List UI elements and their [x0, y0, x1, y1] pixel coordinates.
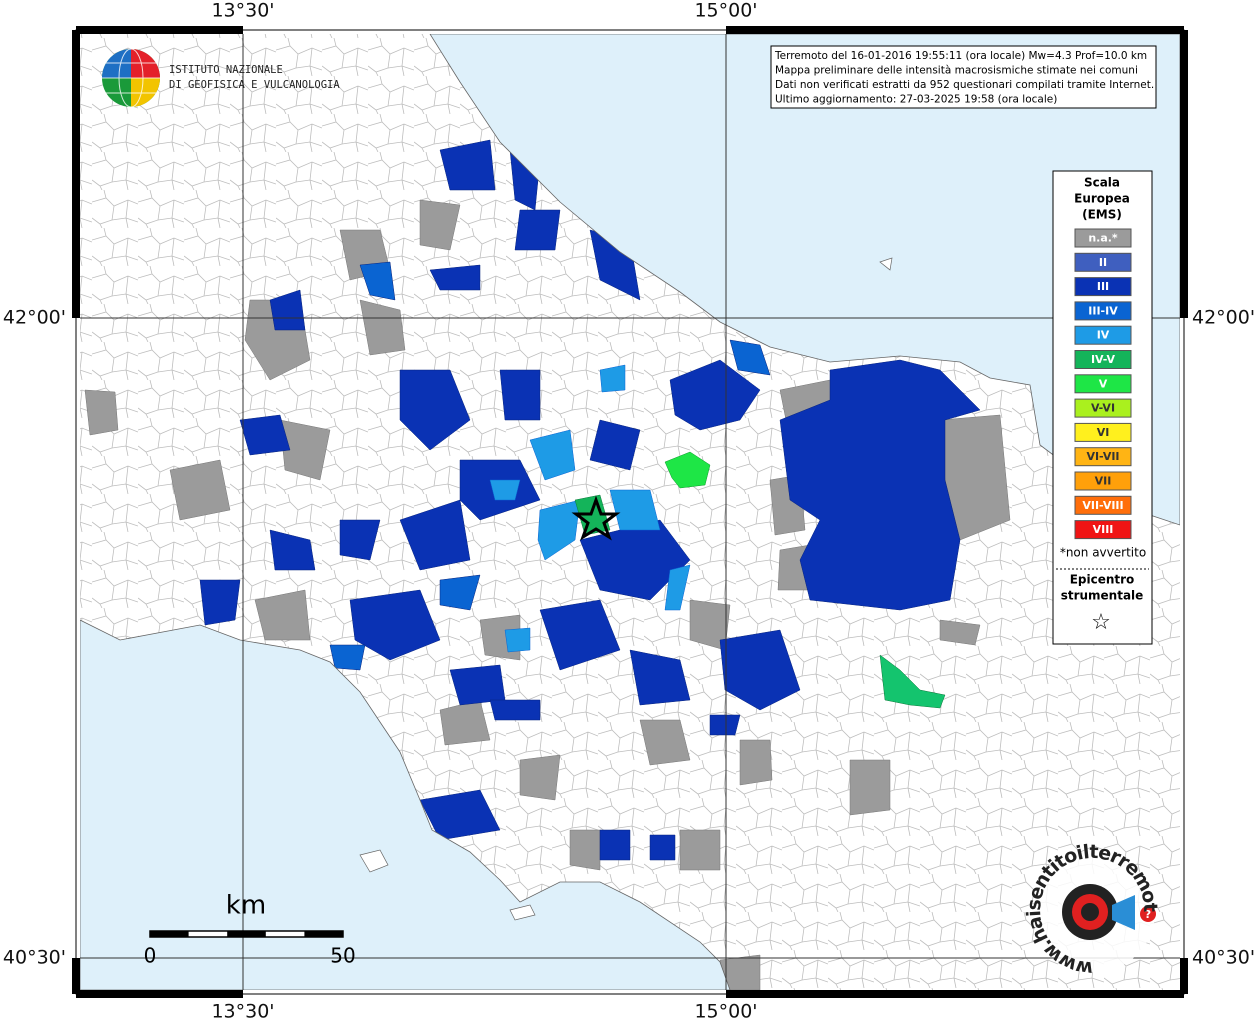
legend-label: VIII — [1093, 523, 1114, 536]
legend-epicenter-symbol: ☆ — [1091, 610, 1111, 635]
legend-epicenter-title: strumentale — [1061, 589, 1144, 603]
info-lines: Terremoto del 16-01-2016 19:55:11 (ora l… — [774, 50, 1154, 106]
legend-title: (EMS) — [1082, 208, 1122, 222]
legend-label: n.a.* — [1088, 232, 1118, 245]
legend-swatch — [1074, 398, 1132, 418]
site-logo-target — [1081, 903, 1099, 921]
legend-swatch — [1074, 325, 1132, 345]
legend-label: V — [1099, 377, 1108, 390]
legend-label: IV-V — [1091, 353, 1116, 366]
iii-areas — [199, 139, 981, 861]
frame-border — [72, 26, 1188, 998]
scale-bar-segment — [150, 931, 189, 937]
iv-areas — [489, 364, 691, 653]
legend-swatch — [1074, 471, 1132, 491]
legend-label: VI — [1097, 426, 1110, 439]
legend-swatch — [1074, 374, 1132, 394]
iii-iv-areas — [329, 261, 771, 671]
legend-label: III — [1097, 280, 1109, 293]
graticule-label: 13°30' — [211, 1001, 274, 1023]
info-line: Mappa preliminare delle intensità macros… — [775, 65, 1138, 77]
frame-outline — [75, 29, 1185, 995]
scale-label: 0 — [144, 944, 157, 968]
legend-label: VI-VII — [1086, 450, 1119, 463]
legend-label: V-VI — [1091, 402, 1115, 415]
epicenter-star — [571, 495, 621, 541]
scale-bar-segment — [304, 931, 343, 937]
info-line: Ultimo aggiornamento: 27-03-2025 19:58 (… — [775, 94, 1057, 106]
graticule-label: 42°00' — [1192, 307, 1255, 329]
legend-swatch — [1074, 252, 1132, 272]
map-area — [80, 34, 1180, 990]
legend-swatch — [1074, 520, 1132, 540]
info-line: Dati non verificati estratti da 952 ques… — [775, 79, 1154, 91]
legend-label: III-IV — [1088, 304, 1118, 317]
legend-swatch — [1074, 301, 1132, 321]
legend-swatch — [1074, 228, 1132, 248]
graticule-label: 40°30' — [1192, 947, 1255, 969]
legend-title: Europea — [1074, 192, 1130, 206]
graticule-label: 42°00' — [3, 307, 66, 329]
legend-label: VII — [1095, 475, 1112, 488]
iv-v-v-areas — [574, 451, 946, 709]
legend-title: Scala — [1084, 176, 1120, 190]
institute-name: DI GEOFISICA E VULCANOLOGIA — [169, 79, 340, 91]
legend-label: VII-VIII — [1082, 499, 1123, 512]
site-logo-badge — [1140, 906, 1156, 922]
legend: ScalaEuropea(EMS)n.a.*IIIIIIII-IVIVIV-VV… — [1060, 176, 1146, 636]
scale-unit: km — [226, 891, 266, 921]
site-logo-mark: ? — [1145, 908, 1151, 921]
institute-name: ISTITUTO NAZIONALE — [169, 64, 283, 76]
graticule-label: 15°00' — [694, 0, 757, 22]
legend-swatch — [1074, 447, 1132, 467]
scale-bar: km 0 50 — [144, 891, 356, 968]
info-line: Terremoto del 16-01-2016 19:55:11 (ora l… — [774, 50, 1147, 62]
info-box — [770, 45, 1157, 109]
legend-label: IV — [1097, 329, 1110, 342]
legend-epicenter-title: Epicentro — [1070, 573, 1135, 587]
legend-swatch — [1074, 277, 1132, 297]
scale-bar-segment — [227, 931, 266, 937]
scale-label: 50 — [330, 944, 355, 968]
graticule-label: 15°00' — [694, 1001, 757, 1023]
legend-swatch — [1074, 495, 1132, 515]
legend-note: *non avvertito — [1060, 546, 1146, 560]
legend-swatch — [1074, 350, 1132, 369]
graticule — [80, 34, 1180, 990]
legend-label: II — [1099, 256, 1107, 269]
graticule-label: 13°30' — [211, 0, 274, 22]
site-logo-speaker — [1112, 895, 1135, 930]
legend-swatch — [1074, 422, 1132, 442]
graticule-label: 40°30' — [3, 947, 66, 969]
islands — [359, 257, 893, 921]
ingv-logo: ISTITUTO NAZIONALE DI GEOFISICA E VULCAN… — [102, 48, 340, 108]
